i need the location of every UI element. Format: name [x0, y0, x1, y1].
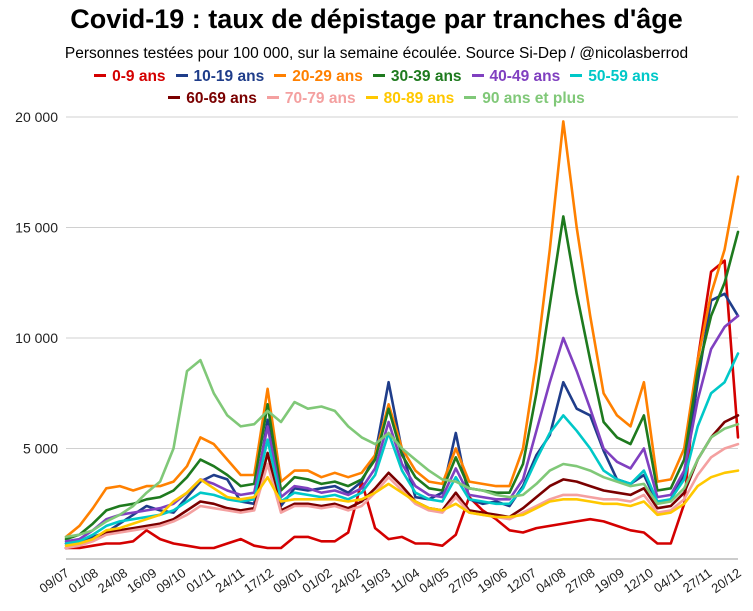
series-line-20-29-ans	[64, 120, 740, 539]
legend-label: 0-9 ans	[112, 68, 166, 85]
x-tick-label: 27/05	[445, 565, 480, 596]
x-tick-label: 17/12	[241, 565, 276, 596]
legend-swatch	[471, 74, 484, 78]
legend-label: 70-79 ans	[284, 90, 356, 107]
x-tick-label: 19/03	[358, 565, 393, 596]
legend-item-10-19-ans: 10-19 ans	[175, 66, 265, 88]
legend-item-0-9-ans: 0-9 ans	[94, 66, 166, 88]
x-tick-label: 16/09	[124, 565, 159, 596]
legend-item-80-89-ans: 80-89 ans	[365, 88, 455, 110]
x-tick-label: 01/02	[299, 565, 334, 596]
legend-item-20-29-ans: 20-29 ans	[274, 66, 363, 88]
legend-swatch	[175, 74, 188, 78]
x-tick-label: 09/01	[270, 565, 305, 596]
legend-item-50-59-ans: 50-59 ans	[570, 66, 659, 88]
series-line-60-69-ans	[64, 414, 740, 550]
legend-label: 30-39 ans	[390, 68, 462, 85]
x-tick-label: 27/08	[562, 565, 597, 596]
legend-swatch	[266, 96, 279, 100]
series-line-70-79-ans	[64, 442, 740, 550]
x-tick-label: 24/11	[213, 565, 247, 595]
x-tick-label: 12/10	[621, 565, 656, 596]
series-line-50-59-ans	[64, 352, 740, 545]
x-tick-label: 19/06	[475, 565, 510, 596]
legend-swatch	[274, 74, 287, 78]
y-tick-label: 5 000	[23, 441, 58, 457]
series-line-30-39-ans	[64, 215, 740, 541]
legend-label: 90 ans et plus	[482, 90, 585, 107]
y-tick-label: 20 000	[15, 109, 58, 125]
x-tick-label: 04/08	[533, 565, 568, 596]
series-lines	[64, 120, 740, 550]
legend-item-70-79-ans: 70-79 ans	[266, 88, 356, 110]
x-tick-label: 09/10	[153, 565, 188, 596]
x-tick-label: 09/07	[36, 565, 71, 596]
legend-item-90-ans-et-plus: 90 ans et plus	[464, 88, 585, 110]
legend-swatch	[464, 96, 477, 100]
legend-label: 40-49 ans	[489, 68, 561, 85]
legend-label: 50-59 ans	[588, 68, 659, 85]
legend-label: 60-69 ans	[186, 90, 257, 107]
x-tick-label: 24/08	[95, 565, 130, 596]
x-tick-label: 01/11	[183, 565, 217, 595]
legend-item-60-69-ans: 60-69 ans	[168, 88, 257, 110]
x-tick-label: 19/09	[592, 565, 627, 596]
x-tick-label: 20/12	[708, 565, 743, 596]
legend-swatch	[365, 96, 378, 100]
x-tick-label: 11/04	[388, 565, 422, 595]
gridlines	[66, 116, 738, 560]
x-tick-label: 04/11	[651, 565, 685, 595]
x-tick-label: 01/08	[66, 565, 101, 596]
legend-item-40-49-ans: 40-49 ans	[471, 66, 561, 88]
x-tick-label: 27/11	[680, 565, 714, 595]
x-axis: 09/0701/0824/0816/0909/1001/1124/1117/12…	[36, 565, 743, 596]
chart-subtitle: Personnes testées pour 100 000, sur la s…	[64, 45, 689, 62]
legend-label: 10-19 ans	[193, 68, 265, 85]
legend-swatch	[372, 74, 385, 78]
legend-label: 80-89 ans	[383, 90, 455, 107]
legend-swatch	[570, 74, 583, 78]
legend: 0-9 ans 10-19 ans 20-29 ans 30-39 ans 40-49 …	[20, 66, 733, 110]
legend-swatch	[168, 96, 181, 100]
y-tick-label: 10 000	[15, 330, 58, 346]
chart-title: Covid-19 : taux de dépistage par tranche…	[70, 4, 683, 34]
legend-swatch	[94, 74, 107, 78]
legend-item-30-39-ans: 30-39 ans	[372, 66, 462, 88]
series-line-80-89-ans	[64, 469, 740, 548]
x-tick-label: 24/02	[329, 565, 364, 596]
x-tick-label: 12/07	[504, 565, 539, 596]
x-tick-label: 04/05	[416, 565, 451, 596]
y-axis: 5 000 10 000 15 000 20 000	[15, 109, 58, 457]
legend-label: 20-29 ans	[292, 68, 363, 85]
series-line-0-9-ans	[64, 259, 740, 550]
y-tick-label: 15 000	[15, 220, 58, 236]
series-line-90-ans-et-plus	[64, 358, 740, 539]
